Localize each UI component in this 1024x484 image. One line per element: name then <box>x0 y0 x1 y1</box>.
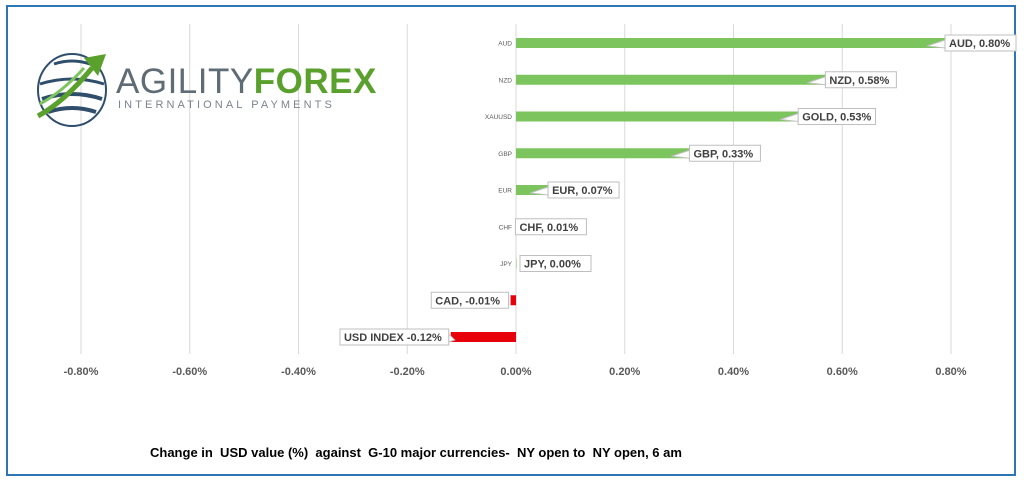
data-label-box <box>519 255 592 272</box>
y-tick-label: GBP <box>498 151 512 158</box>
logo-tagline: INTERNATIONAL PAYMENTS <box>118 99 335 111</box>
data-label: JPY, 0.00% <box>524 259 581 271</box>
logo-wordmark: AGILITYFOREX <box>116 62 377 102</box>
bar-xauusd <box>516 111 805 122</box>
data-label-box <box>339 328 450 346</box>
data-label: AUD, 0.80% <box>949 38 1010 50</box>
data-label-box <box>547 181 620 199</box>
data-label-box <box>944 34 1017 52</box>
y-tick-label: EUR <box>498 188 512 195</box>
data-label-box <box>430 291 510 309</box>
data-label-box <box>824 71 897 89</box>
bar-nzd <box>516 74 832 85</box>
agility-forex-logo: AGILITYFOREX INTERNATIONAL PAYMENTS <box>34 44 376 134</box>
y-tick-label: CHF <box>499 224 512 231</box>
data-label-box <box>797 108 876 125</box>
data-label-box <box>688 144 761 162</box>
x-tick-label: -0.80% <box>64 366 99 378</box>
x-tick-label: 0.40% <box>718 366 749 378</box>
bar-cad <box>510 295 516 306</box>
data-label: CAD, -0.01% <box>435 295 500 307</box>
bar-eur <box>516 185 555 195</box>
y-tick-label: JPY <box>500 261 513 268</box>
data-label: GBP, 0.33% <box>693 148 753 160</box>
x-tick-label: 0.00% <box>500 366 531 378</box>
chart-caption: Change in USD value (%) against G-10 maj… <box>150 445 682 460</box>
bar-jpy <box>516 258 517 269</box>
logo-forex: FOREX <box>253 62 377 101</box>
globe-arrow-icon <box>36 53 107 127</box>
x-tick-label: 0.20% <box>609 366 640 378</box>
bar-aud <box>516 38 951 48</box>
y-tick-label: NZD <box>499 77 513 84</box>
x-tick-label: -0.20% <box>390 366 425 378</box>
y-tick-label: XAUUSD <box>485 114 512 121</box>
data-label: USD INDEX -0.12% <box>344 332 442 344</box>
data-label: GOLD, 0.53% <box>802 112 871 124</box>
x-tick-label: 0.80% <box>935 366 966 378</box>
logo-agility: AGILITY <box>116 62 254 101</box>
x-tick-label: 0.60% <box>827 366 858 378</box>
y-tick-label: AUD <box>498 41 512 48</box>
data-label: NZD, 0.58% <box>829 75 889 87</box>
data-label: CHF, 0.01% <box>519 222 578 234</box>
bar-usd-index <box>450 332 516 342</box>
x-tick-label: -0.60% <box>172 366 207 378</box>
bar-gbp <box>516 148 696 159</box>
data-label-box <box>514 218 587 236</box>
x-tick-label: -0.40% <box>281 366 316 378</box>
data-label: EUR, 0.07% <box>552 185 613 197</box>
